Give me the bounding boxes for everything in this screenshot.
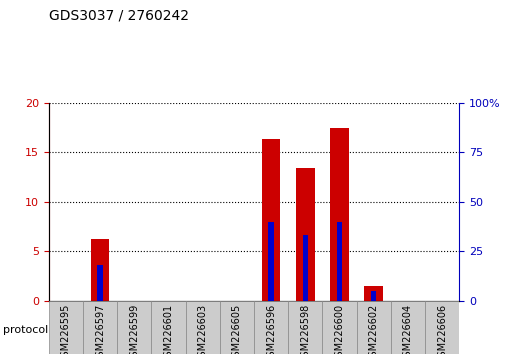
FancyBboxPatch shape [220, 301, 254, 354]
FancyBboxPatch shape [117, 301, 151, 354]
Bar [91, 239, 109, 301]
Text: GSM226600: GSM226600 [334, 304, 344, 354]
Text: GSM226595: GSM226595 [61, 304, 71, 354]
Bar [303, 235, 308, 301]
Text: protocol: protocol [3, 325, 48, 335]
Bar [337, 222, 342, 301]
FancyBboxPatch shape [151, 301, 186, 354]
Text: GSM226596: GSM226596 [266, 304, 276, 354]
Bar [262, 139, 281, 301]
Text: GSM226599: GSM226599 [129, 304, 139, 354]
Text: GSM226603: GSM226603 [198, 304, 208, 354]
Text: GSM226606: GSM226606 [437, 304, 447, 354]
Text: GSM226602: GSM226602 [369, 304, 379, 354]
FancyBboxPatch shape [288, 301, 322, 354]
FancyBboxPatch shape [254, 301, 288, 354]
FancyBboxPatch shape [49, 301, 83, 354]
Bar [364, 286, 383, 301]
Bar [97, 265, 103, 301]
Bar [371, 291, 376, 301]
Text: GSM226604: GSM226604 [403, 304, 413, 354]
Text: GSM226605: GSM226605 [232, 304, 242, 354]
Text: GSM226601: GSM226601 [164, 304, 173, 354]
FancyBboxPatch shape [391, 301, 425, 354]
FancyBboxPatch shape [357, 301, 391, 354]
FancyBboxPatch shape [186, 301, 220, 354]
Text: GDS3037 / 2760242: GDS3037 / 2760242 [49, 9, 189, 23]
Bar [330, 129, 349, 301]
Text: GSM226597: GSM226597 [95, 304, 105, 354]
FancyBboxPatch shape [83, 301, 117, 354]
Bar [296, 168, 314, 301]
Text: GSM226598: GSM226598 [300, 304, 310, 354]
FancyBboxPatch shape [425, 301, 459, 354]
Bar [268, 222, 273, 301]
FancyBboxPatch shape [322, 301, 357, 354]
